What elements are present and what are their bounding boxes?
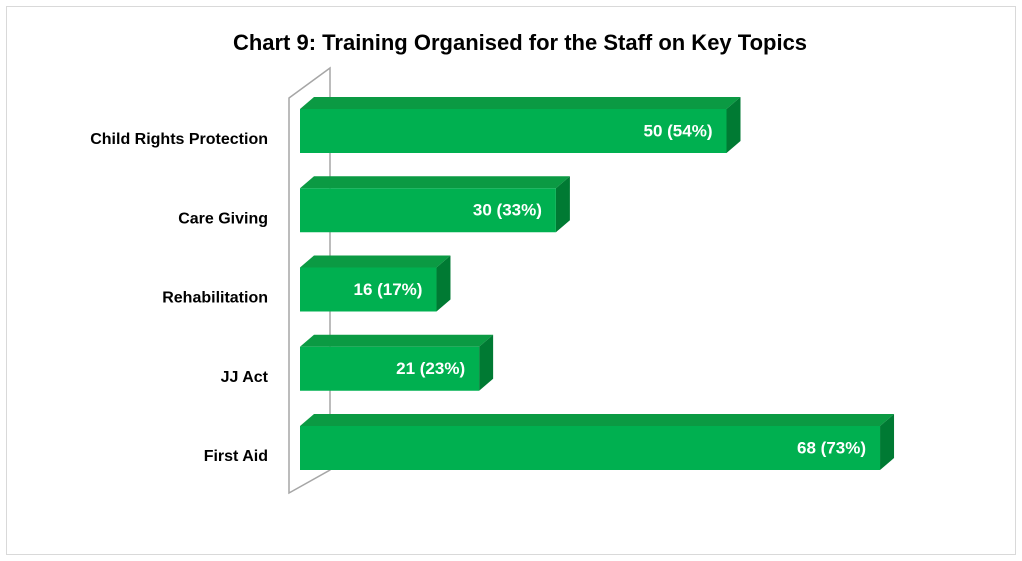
bar-top [300,414,895,426]
chart-frame [6,6,1016,555]
bar-side [479,334,494,391]
bar-side [880,414,895,470]
bar [300,267,437,312]
value-label: 30 (33%) [473,201,542,220]
category-label: JJ Act [221,369,269,386]
value-label: 16 (17%) [353,280,422,299]
value-label: 50 (54%) [644,121,713,140]
bar [300,109,727,153]
category-label: Care Giving [178,210,268,227]
bar-top [300,255,451,268]
bar [300,346,480,391]
category-label: Rehabilitation [162,290,268,307]
bar-side [436,255,451,312]
value-label: 21 (23%) [396,359,465,378]
bar-side [726,97,741,153]
bar [300,426,881,470]
bar-top [300,334,494,347]
bar [300,188,556,233]
category-label: Child Rights Protection [90,131,268,148]
category-label: First Aid [204,448,268,465]
value-label: 68 (73%) [797,438,866,457]
chart-title: Chart 9: Training Organised for the Staf… [233,30,807,55]
bar-top [300,97,741,109]
bar-side [555,176,570,233]
bar-top [300,176,570,189]
